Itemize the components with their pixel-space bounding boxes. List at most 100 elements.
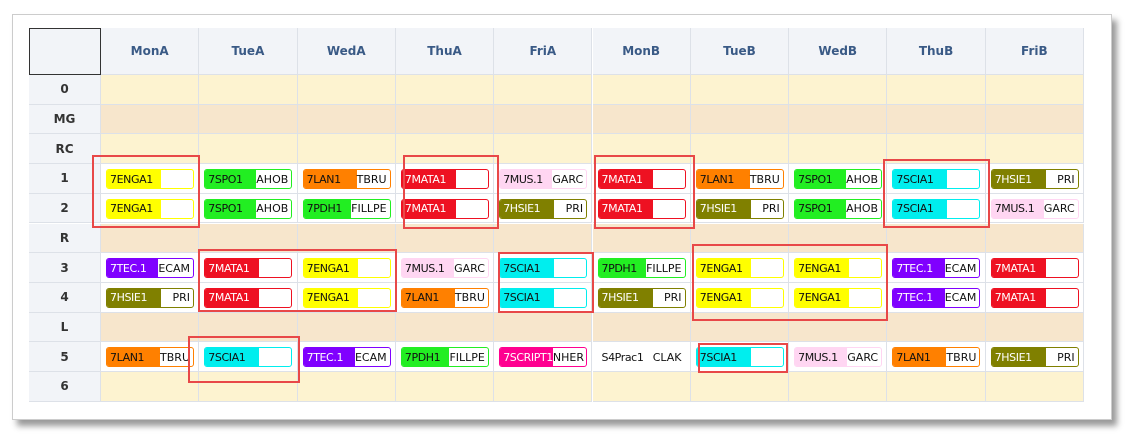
slot bbox=[690, 134, 790, 165]
lesson[interactable]: 7TEC.1 ECAM bbox=[302, 347, 391, 368]
lesson[interactable]: 7SCIA1 bbox=[499, 287, 588, 308]
lesson[interactable]: 7SCIA1 bbox=[892, 198, 981, 219]
row-label: MG bbox=[29, 104, 101, 135]
lesson[interactable]: 7TEC.1 ECAM bbox=[892, 258, 981, 279]
slot bbox=[199, 372, 298, 402]
lesson[interactable]: 7HSIE1 PRI bbox=[499, 198, 588, 219]
row-label: 4 bbox=[29, 282, 101, 313]
lesson[interactable]: 7MATA1 bbox=[990, 287, 1079, 308]
lesson[interactable]: 7LAN1 TBRU bbox=[400, 287, 489, 308]
lesson[interactable]: 7MATA1 bbox=[204, 258, 293, 279]
lesson[interactable]: 7LAN1 TBRU bbox=[302, 169, 391, 190]
lesson[interactable]: 7ENGA1 bbox=[794, 287, 883, 308]
slot bbox=[789, 223, 888, 254]
lesson[interactable]: 7ENGA1 bbox=[302, 287, 391, 308]
lesson[interactable]: 7MUS.1 GARC bbox=[400, 258, 489, 279]
slot: 7LAN1 TBRU bbox=[101, 342, 200, 372]
lesson[interactable]: 7SPO1 AHOB bbox=[794, 198, 883, 219]
lesson[interactable]: 7SPO1 AHOB bbox=[204, 198, 293, 219]
slot bbox=[592, 134, 691, 165]
lesson[interactable]: 7ENGA1 bbox=[302, 258, 391, 279]
slot: 7MUS.1 GARC bbox=[789, 342, 888, 372]
subject: 7ENGA1 bbox=[696, 288, 751, 307]
lesson[interactable]: 7SPO1 AHOB bbox=[204, 169, 293, 190]
slot: 7MATA1 bbox=[592, 164, 691, 194]
subject: 7TEC.1 bbox=[107, 259, 159, 278]
lesson[interactable]: 7PDH1 FILLPE bbox=[400, 347, 489, 368]
lesson[interactable]: 7ENGA1 bbox=[695, 258, 784, 279]
lesson[interactable]: 7TEC.1 ECAM bbox=[106, 258, 194, 279]
lesson[interactable]: 7SPO1 AHOB bbox=[794, 169, 883, 190]
corner bbox=[29, 28, 101, 75]
lesson[interactable]: 7HSIE1 PRI bbox=[990, 169, 1079, 190]
lesson[interactable]: 7ENGA1 bbox=[106, 198, 194, 219]
lesson[interactable]: 7LAN1 TBRU bbox=[695, 169, 784, 190]
lesson[interactable]: 7PDH1 FILLPE bbox=[302, 198, 391, 219]
teacher: AHOB bbox=[256, 172, 289, 186]
slot: 7MATA1 bbox=[592, 193, 691, 224]
lesson[interactable]: 7SCRIPT1 NHER bbox=[499, 347, 588, 368]
lesson[interactable]: 7MATA1 bbox=[400, 198, 489, 219]
slot: 7SPO1 AHOB bbox=[199, 164, 298, 194]
lesson[interactable]: 7MATA1 bbox=[400, 169, 489, 190]
slot: 7MATA1 bbox=[395, 193, 495, 224]
lesson[interactable]: 7MATA1 bbox=[597, 169, 686, 190]
lesson[interactable]: 7HSIE1 PRI bbox=[597, 287, 686, 308]
slot: 7MATA1 bbox=[985, 282, 1084, 313]
lesson[interactable]: 7MATA1 bbox=[204, 287, 293, 308]
subject: 7ENGA1 bbox=[696, 259, 751, 278]
lesson[interactable]: 7MUS.1 GARC bbox=[990, 198, 1079, 219]
teacher: PRI bbox=[663, 291, 682, 305]
lesson[interactable]: 7MATA1 bbox=[990, 258, 1079, 279]
slot bbox=[494, 312, 593, 343]
teacher: GARC bbox=[552, 172, 584, 186]
lesson[interactable]: 7PDH1 FILLPE bbox=[597, 258, 686, 279]
slot bbox=[690, 223, 790, 254]
teacher: FILLPE bbox=[449, 350, 485, 364]
slot bbox=[887, 75, 986, 105]
teacher: CLAK bbox=[652, 350, 682, 364]
lesson[interactable]: 7LAN1 TBRU bbox=[892, 347, 981, 368]
subject: 7HSIE1 bbox=[598, 288, 653, 307]
subject: 7LAN1 bbox=[696, 170, 750, 189]
slot: S4Prac1 CLAK bbox=[592, 342, 691, 372]
slot: 7SCRIPT1 NHER bbox=[494, 342, 593, 372]
lesson[interactable]: 7TEC.1 ECAM bbox=[892, 287, 981, 308]
subject: 7TEC.1 bbox=[893, 259, 945, 278]
slot bbox=[297, 104, 396, 135]
lesson[interactable]: 7LAN1 TBRU bbox=[106, 347, 194, 368]
slot bbox=[592, 75, 691, 105]
lesson[interactable]: 7ENGA1 bbox=[794, 258, 883, 279]
lesson[interactable]: 7ENGA1 bbox=[106, 169, 194, 190]
timetable: MonA TueA WedA ThuA FriA MonB TueB WedB ThuB FriB… bbox=[29, 28, 1084, 402]
highlight bbox=[198, 249, 397, 312]
lesson[interactable]: 7MUS.1 GARC bbox=[499, 169, 588, 190]
teacher: TBRU bbox=[160, 350, 190, 364]
lesson[interactable]: 7MATA1 bbox=[597, 198, 686, 219]
slot: 7TEC.1 ECAM bbox=[297, 342, 396, 372]
teacher: ECAM bbox=[354, 350, 387, 364]
teacher: AHOB bbox=[846, 172, 879, 186]
column-header: ThuA bbox=[395, 28, 495, 75]
slot bbox=[199, 134, 298, 165]
lesson[interactable]: 7HSIE1 PRI bbox=[695, 198, 784, 219]
slot: 7ENGA1 bbox=[297, 253, 396, 283]
slot bbox=[297, 372, 396, 402]
slot bbox=[887, 372, 986, 402]
subject: 7HSIE1 bbox=[696, 199, 751, 218]
lesson[interactable]: 7ENGA1 bbox=[695, 287, 784, 308]
highlight bbox=[92, 155, 200, 228]
teacher bbox=[1046, 289, 1078, 307]
lesson[interactable]: 7HSIE1 PRI bbox=[106, 287, 194, 308]
lesson[interactable]: 7HSIE1 PRI bbox=[990, 347, 1079, 368]
lesson[interactable]: 7MUS.1 GARC bbox=[794, 347, 883, 368]
lesson[interactable]: S4Prac1 CLAK bbox=[597, 347, 686, 368]
lesson[interactable]: 7SCIA1 bbox=[695, 347, 784, 368]
lesson[interactable]: 7SCIA1 bbox=[892, 169, 981, 190]
slot bbox=[789, 372, 888, 402]
lesson[interactable]: 7SCIA1 bbox=[204, 347, 293, 368]
lesson[interactable]: 7SCIA1 bbox=[499, 258, 588, 279]
subject: 7PDH1 bbox=[401, 348, 450, 367]
slot bbox=[395, 312, 495, 343]
